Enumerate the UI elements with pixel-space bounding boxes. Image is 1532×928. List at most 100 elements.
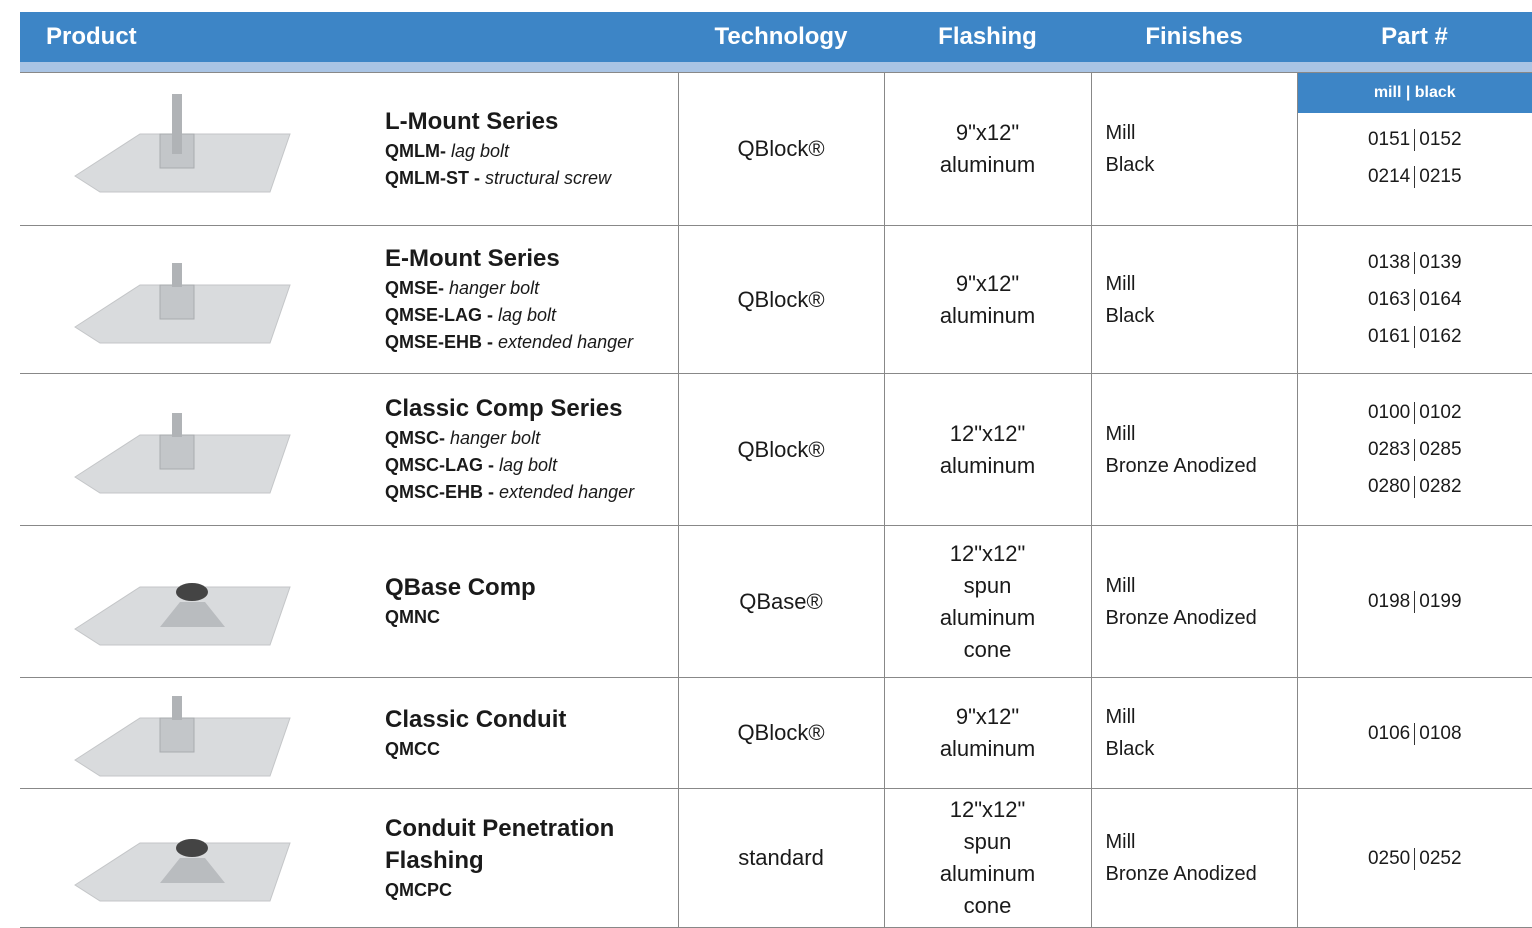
flashing: 9"x12"aluminum [884,226,1091,374]
part-number: 0282 [1414,476,1465,498]
part-number: 0250 [1364,840,1414,877]
flashing-line: aluminum [885,602,1091,634]
model-code: QMCC [385,739,440,759]
finish: Black [1106,149,1297,181]
finish: Mill [1106,268,1297,300]
flashing: 12"x12"aluminum [884,374,1091,526]
model-code: QMSC-EHB - [385,482,494,502]
finish: Mill [1106,826,1297,858]
finish: Bronze Anodized [1106,602,1297,634]
part-number: 0138 [1364,244,1414,281]
column-header: Flashing [884,12,1091,62]
flashing-line: spun [885,570,1091,602]
model-code: QMSC- [385,428,445,448]
finish: Black [1106,300,1297,332]
column-header: Technology [678,12,884,62]
model-description: hanger bolt [449,278,539,298]
finish: Mill [1106,570,1297,602]
product-image [20,245,370,355]
part-number: 0280 [1364,468,1414,505]
technology: QBlock® [678,226,884,374]
stripe [20,62,1532,73]
finish: Bronze Anodized [1106,450,1297,482]
model-code: QMSC-LAG - [385,455,494,475]
finish: Bronze Anodized [1106,858,1297,890]
part-number: 0161 [1364,318,1414,355]
part-number: 0108 [1414,723,1465,745]
part-number: 0106 [1364,715,1414,752]
column-header: Part # [1297,12,1532,62]
product-wrap: Classic Conduit QMCC [20,678,678,788]
flashing-line: aluminum [885,733,1091,765]
column-header: Product [20,12,678,62]
model-code: QMCPC [385,880,452,900]
flashing-line: aluminum [885,450,1091,482]
product-name: Classic Comp Series [385,393,634,425]
model-code: QMLM-ST - [385,168,480,188]
product-name: E-Mount Series [385,243,633,275]
model-description: structural screw [485,168,611,188]
flashing-line: 12"x12" [885,418,1091,450]
part-number: 0198 [1364,583,1414,620]
model-description: lag bolt [499,455,557,475]
part-number: 0162 [1414,326,1465,348]
part-number: 0102 [1414,402,1465,424]
flashing-line: aluminum [885,858,1091,890]
model-description: lag bolt [498,305,556,325]
model-description: extended hanger [498,332,633,352]
product-image [20,395,370,505]
technology: standard [678,789,884,928]
flashing: 9"x12"aluminum [884,678,1091,789]
model-line: QMLM-lag bolt [385,138,611,165]
model-line: QMNC [385,604,536,631]
part-number: 0214 [1364,158,1414,195]
flashing-line: 9"x12" [885,117,1091,149]
part-number: 0139 [1414,252,1465,274]
flashing-line: spun [885,826,1091,858]
finish: Mill [1106,418,1297,450]
flashing-line: aluminum [885,300,1091,332]
model-line: QMCPC [385,877,678,904]
model-description: lag bolt [451,141,509,161]
part-number: 0152 [1414,129,1465,151]
model-code: QMLM- [385,141,446,161]
flashing-line: cone [885,890,1091,922]
part-subheader: mill | black [1298,73,1532,113]
part-number: 0163 [1364,281,1414,318]
product-name: Classic Conduit [385,704,566,736]
part-number: 0199 [1414,591,1465,613]
model-code: QMNC [385,607,440,627]
